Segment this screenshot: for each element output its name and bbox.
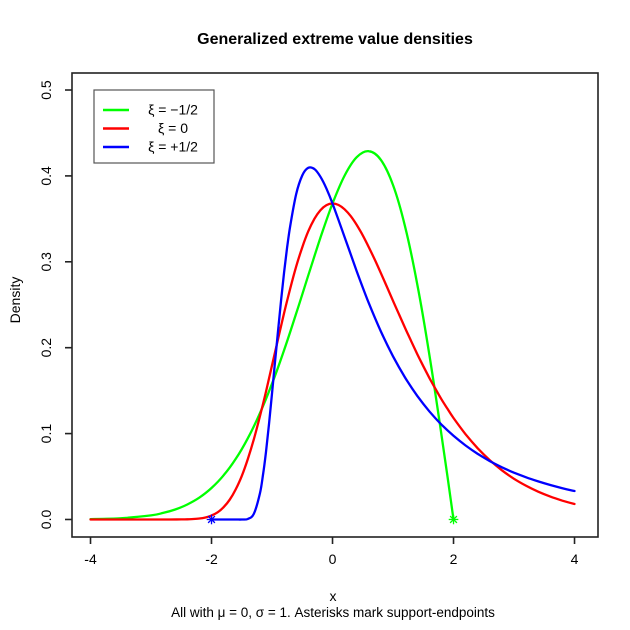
y-tick-label: 0.3: [38, 252, 54, 272]
x-tick-label: 4: [571, 551, 579, 567]
legend: ξ = −1/2 ξ = 0 ξ = +1/2: [93, 89, 215, 164]
y-tick-label: 0.0: [38, 510, 54, 530]
x-tick-label: -4: [84, 551, 97, 567]
legend-label: ξ = 0: [158, 120, 188, 136]
asterisk-ray: [449, 515, 458, 524]
legend-entry: ξ = +1/2: [103, 139, 198, 155]
density-curve: [210, 166, 576, 521]
x-axis-label: x: [330, 588, 337, 604]
legend-label: ξ = −1/2: [148, 102, 198, 118]
x-tick-label: -2: [205, 551, 218, 567]
asterisk-marker: [448, 514, 459, 525]
legend-label: ξ = +1/2: [148, 139, 198, 155]
y-tick-label: 0.2: [38, 338, 54, 358]
y-axis: 0.0 0.1 0.2 0.3 0.4 0.5: [38, 80, 72, 529]
plot-box: [71, 72, 599, 538]
x-tick-label: 0: [329, 551, 337, 567]
y-tick-label: 0.1: [38, 424, 54, 444]
legend-box: [93, 89, 215, 164]
y-tick-label: 0.4: [38, 166, 54, 186]
density-curve: [89, 149, 455, 521]
density-curves: [89, 149, 576, 521]
y-axis-label: Density: [7, 277, 23, 324]
y-tick-label: 0.5: [38, 80, 54, 100]
support-endpoint-markers: [206, 514, 459, 525]
x-axis: -4 -2 0 2 4: [84, 537, 579, 567]
x-tick-label: 2: [450, 551, 458, 567]
asterisk-marker: [206, 514, 217, 525]
chart-subtitle: All with μ = 0, σ = 1. Asterisks mark su…: [171, 605, 495, 620]
asterisk-ray: [207, 515, 216, 524]
chart-title: Generalized extreme value densities: [197, 31, 473, 48]
legend-entry: ξ = 0: [103, 120, 188, 136]
density-curve: [89, 202, 576, 521]
legend-entry: ξ = −1/2: [103, 102, 198, 118]
